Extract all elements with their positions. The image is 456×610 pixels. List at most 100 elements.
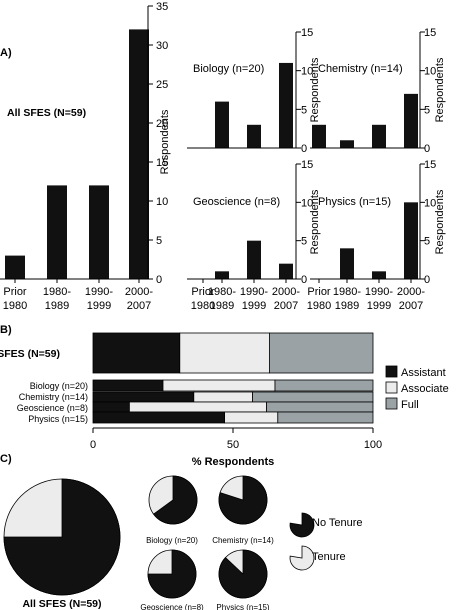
x-tick-label-subplot: 1980- bbox=[333, 286, 361, 298]
pie-label: All SFES (N=59) bbox=[22, 598, 101, 610]
bar-segment-assistant bbox=[92, 391, 195, 403]
y-axis-label-subplot: Respondents bbox=[309, 57, 321, 122]
x-tick-label-all-sfes: 1990- bbox=[85, 286, 113, 298]
bar-subplot bbox=[215, 271, 229, 279]
y-axis-label-subplot: Respondents bbox=[434, 57, 446, 122]
x-axis-label-b: % Respondents bbox=[192, 456, 275, 468]
category-label: Chemistry (n=14) bbox=[19, 392, 88, 402]
bar-subplot bbox=[279, 62, 293, 148]
y-axis-label-subplot: Respondents bbox=[434, 189, 446, 254]
y-tick-label-all-sfes: 25 bbox=[156, 79, 168, 91]
pie-slice-no-tenure bbox=[3, 478, 121, 596]
x-tick-label-all-sfes: 2000- bbox=[125, 286, 153, 298]
legend-label-full: Full bbox=[401, 399, 419, 411]
pie-label: Geoscience (n=8) bbox=[140, 603, 204, 610]
pie-slice-no-tenure bbox=[147, 549, 197, 599]
x-tick-label-all-sfes: 1980- bbox=[43, 286, 71, 298]
bar-segment-full bbox=[277, 411, 374, 424]
y-tick-label-all-sfes: 30 bbox=[156, 40, 168, 52]
bar-subplot bbox=[340, 140, 354, 148]
bar-segment-full bbox=[268, 332, 374, 374]
legend-swatch-associate bbox=[385, 381, 398, 394]
legend-swatch-assistant bbox=[385, 365, 398, 378]
x-tick-label-all-sfes: 1999 bbox=[87, 300, 111, 312]
legend-label-pie: No Tenure bbox=[312, 517, 363, 529]
y-axis-label-all-sfes: Respondents bbox=[159, 109, 171, 174]
bar-all-sfes bbox=[89, 185, 109, 279]
x-tick-label-subplot: 1990- bbox=[365, 286, 393, 298]
y-tick-label-subplot: 5 bbox=[424, 104, 430, 116]
x-tick-label-all-sfes: Prior bbox=[3, 286, 27, 298]
bar-subplot bbox=[340, 248, 354, 279]
x-tick-label-subplot: 1980- bbox=[208, 286, 236, 298]
bar-subplot bbox=[215, 101, 229, 148]
bar-subplot bbox=[372, 271, 386, 279]
pie-label: Biology (n=20) bbox=[146, 536, 198, 545]
bar-subplot bbox=[247, 240, 261, 279]
panel-a: 05101520253035Prior19801980-19891990-199… bbox=[0, 1, 446, 312]
bar-subplot bbox=[279, 263, 293, 279]
legend-label-pie: Tenure bbox=[312, 551, 346, 563]
x-tick-label-subplot: 1980 bbox=[307, 300, 331, 312]
y-tick-label-subplot: 5 bbox=[424, 236, 430, 248]
x-tick-label-subplot: 2000- bbox=[397, 286, 425, 298]
bar-segment-full bbox=[252, 391, 374, 403]
y-tick-label-subplot: 15 bbox=[424, 27, 436, 39]
y-axis-label-subplot: Respondents bbox=[309, 189, 321, 254]
bar-segment-associate bbox=[224, 411, 279, 424]
bar-segment-full bbox=[274, 379, 374, 392]
x-tick-label-subplot: 2007 bbox=[274, 300, 298, 312]
y-tick-label-subplot: 0 bbox=[301, 143, 307, 155]
y-tick-label-subplot: 10 bbox=[301, 66, 313, 78]
y-tick-label-subplot: 15 bbox=[301, 159, 313, 171]
x-tick-label-subplot: 2000- bbox=[272, 286, 300, 298]
panel-b: All SFES (N=59) Biology (n=20)Chemistry (… bbox=[0, 332, 449, 468]
bar-subplot bbox=[404, 202, 418, 279]
bar-segment-assistant bbox=[92, 379, 164, 392]
x-tick-label-b: 0 bbox=[90, 439, 96, 451]
pie-slice-no-tenure bbox=[218, 475, 268, 525]
bar-segment-associate bbox=[179, 332, 270, 374]
subplot-title: Chemistry (n=14) bbox=[318, 63, 403, 75]
panel-label-b: B) bbox=[0, 324, 12, 336]
category-label: Geoscience (n=8) bbox=[17, 403, 88, 413]
y-tick-label-subplot: 10 bbox=[424, 66, 436, 78]
bar-all-sfes bbox=[5, 255, 25, 279]
y-tick-label-subplot: 15 bbox=[424, 159, 436, 171]
x-tick-label-subplot: Prior bbox=[307, 286, 331, 298]
y-tick-label-subplot: 10 bbox=[301, 197, 313, 209]
bar-segment-associate bbox=[193, 391, 254, 403]
x-tick-label-subplot: 2007 bbox=[399, 300, 423, 312]
x-tick-label-subplot: Prior bbox=[191, 286, 215, 298]
bar-all-sfes bbox=[129, 29, 149, 280]
bar-segment-assistant bbox=[92, 332, 181, 374]
y-tick-label-all-sfes: 15 bbox=[156, 157, 168, 169]
y-tick-label-subplot: 0 bbox=[301, 274, 307, 286]
legend-no-tenure-icon bbox=[289, 512, 315, 538]
pie-label: Physics (n=15) bbox=[216, 603, 269, 610]
pie-slice-no-tenure bbox=[153, 475, 198, 525]
x-tick-label-all-sfes: 2007 bbox=[127, 300, 151, 312]
subplot-title: Biology (n=20) bbox=[193, 63, 264, 75]
chart-title-all-sfes: All SFES (N=59) bbox=[7, 107, 86, 119]
panel-label-c: C) bbox=[0, 453, 12, 465]
x-tick-label-subplot: 1999 bbox=[242, 300, 266, 312]
y-tick-label-all-sfes: 5 bbox=[156, 235, 162, 247]
y-tick-label-subplot: 10 bbox=[424, 197, 436, 209]
x-tick-label-subplot: 1989 bbox=[210, 300, 234, 312]
subplot-title: Geoscience (n=8) bbox=[193, 196, 280, 208]
legend-label-associate: Associate bbox=[401, 383, 449, 395]
bar-subplot bbox=[312, 124, 326, 148]
y-tick-label-subplot: 5 bbox=[301, 104, 307, 116]
legend-label-assistant: Assistant bbox=[401, 367, 446, 379]
bar-segment-associate bbox=[162, 379, 276, 392]
category-label: All SFES (N=59) bbox=[0, 348, 60, 360]
bar-segment-full bbox=[266, 401, 374, 413]
panel-c: All SFES (N=59) Biology (n=20) Chemistry (… bbox=[3, 475, 363, 610]
y-tick-label-all-sfes: 0 bbox=[156, 274, 162, 286]
bar-segment-associate bbox=[128, 401, 267, 413]
x-tick-label-b: 50 bbox=[227, 439, 239, 451]
pie-slice-no-tenure bbox=[218, 549, 268, 599]
x-tick-label-subplot: 1999 bbox=[367, 300, 391, 312]
